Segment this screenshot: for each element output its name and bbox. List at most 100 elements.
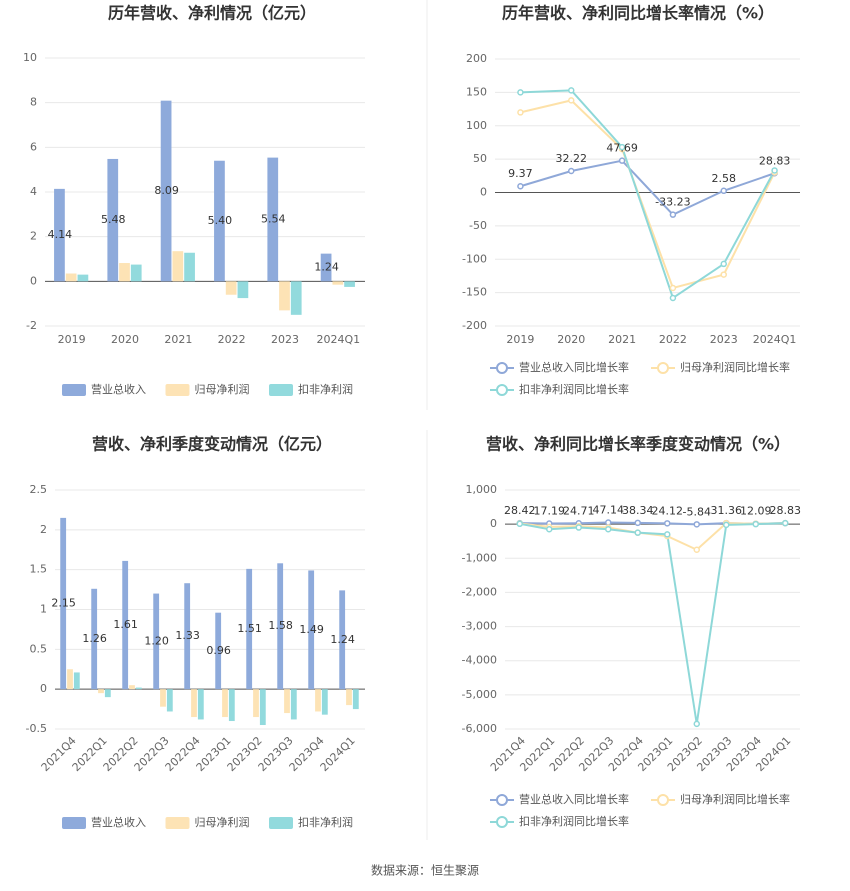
point [771, 167, 778, 174]
bar [91, 588, 98, 690]
bar [320, 253, 332, 282]
point [605, 526, 612, 533]
y-tick-label: 10 [23, 51, 37, 64]
y-tick-label: -3,000 [462, 620, 497, 633]
chart-title: 历年营收、净利情况（亿元） [108, 4, 316, 23]
point [517, 182, 524, 190]
bar [122, 560, 129, 690]
value-label: 1.58 [268, 619, 293, 632]
value-label: 28.83 [770, 504, 802, 517]
chart-title: 营收、净利季度变动情况（亿元） [92, 435, 332, 454]
point [517, 109, 524, 116]
value-label: 1.24 [330, 633, 355, 646]
value-label: -33.23 [655, 196, 690, 209]
bar [346, 689, 352, 706]
x-tick-label: 2022 [218, 333, 246, 346]
point [605, 519, 612, 526]
value-label: 1.26 [82, 632, 107, 645]
line [520, 159, 775, 216]
x-tick-label: 2024Q1 [317, 333, 361, 346]
legend-label: 扣非净利润 [298, 382, 353, 396]
y-tick-label: -200 [462, 319, 487, 332]
y-tick-label: 8 [30, 96, 37, 109]
bar [290, 281, 302, 315]
x-tick-label: 2020 [557, 333, 585, 346]
bar [172, 251, 184, 282]
value-label: 5.40 [208, 214, 233, 227]
y-tick-label: -6,000 [462, 722, 497, 735]
bar [104, 689, 111, 698]
value-label: -5.84 [683, 505, 711, 518]
bar [129, 685, 135, 690]
bar [225, 281, 237, 295]
point [664, 531, 671, 538]
value-label: 47.14 [593, 504, 625, 517]
value-label: 38.34 [622, 504, 654, 517]
point [618, 157, 626, 164]
value-label: 1.61 [113, 618, 138, 631]
legend-label: 营业总收入同比增长率 [519, 360, 629, 374]
x-tick-label: 2024Q1 [318, 734, 358, 774]
y-tick-label: 2 [40, 523, 47, 536]
bar [321, 689, 328, 715]
value-label: 5.54 [261, 212, 286, 225]
y-tick-label: -100 [462, 252, 487, 265]
x-tick-label: 2023 [710, 333, 738, 346]
y-tick-label: 0.5 [30, 642, 48, 655]
x-tick-label: 2019 [58, 333, 86, 346]
y-tick-label: -5,000 [462, 688, 497, 701]
point [720, 260, 727, 268]
value-label: 12.09 [740, 505, 772, 518]
legend-label: 归母净利润同比增长率 [680, 360, 790, 374]
x-tick-label: 2020 [111, 333, 139, 346]
legend-label: 归母净利润 [195, 382, 250, 396]
x-tick-label: 2021 [164, 333, 192, 346]
point [782, 519, 789, 527]
x-tick-label: 2019 [506, 333, 534, 346]
line [519, 522, 786, 725]
legend-swatch [496, 816, 508, 828]
bar [308, 570, 315, 690]
source-note: 数据来源：恒生聚源 [371, 863, 479, 878]
value-label: 24.71 [563, 504, 595, 517]
point [634, 519, 641, 527]
point [752, 520, 759, 528]
legend-label: 扣非净利润同比增长率 [519, 814, 629, 828]
value-label: 4.14 [48, 228, 73, 241]
bar [237, 281, 249, 299]
legend-swatch [62, 384, 86, 396]
bar [60, 517, 67, 690]
y-tick-label: 150 [466, 85, 487, 98]
point [568, 97, 575, 104]
value-label: 2.58 [712, 172, 737, 185]
y-tick-label: 0 [480, 186, 487, 199]
y-tick-label: -0.5 [26, 722, 47, 735]
bar [222, 689, 228, 718]
chart-title: 营收、净利同比增长率季度变动情况（%） [486, 435, 790, 454]
x-tick-label: 2021 [608, 333, 636, 346]
bar [184, 252, 195, 282]
bar [214, 160, 225, 282]
point [669, 294, 677, 302]
value-label: 31.36 [711, 504, 743, 517]
bar [107, 158, 119, 282]
bar [228, 689, 235, 722]
bar [54, 188, 65, 282]
point [517, 89, 524, 96]
bar [130, 264, 142, 282]
y-tick-label: 1,000 [466, 483, 498, 496]
bar [339, 590, 346, 690]
y-tick-label: -4,000 [462, 654, 497, 667]
point [669, 284, 677, 292]
bar [267, 157, 279, 282]
x-tick-label: 2024Q1 [753, 333, 797, 346]
point [546, 526, 553, 533]
point [634, 529, 641, 536]
bar [135, 687, 142, 690]
bar [160, 689, 166, 707]
bar [153, 593, 160, 690]
value-label: 8.09 [154, 184, 179, 197]
value-label: 1.33 [175, 629, 200, 642]
bar [215, 612, 222, 690]
y-tick-label: 100 [466, 119, 487, 132]
